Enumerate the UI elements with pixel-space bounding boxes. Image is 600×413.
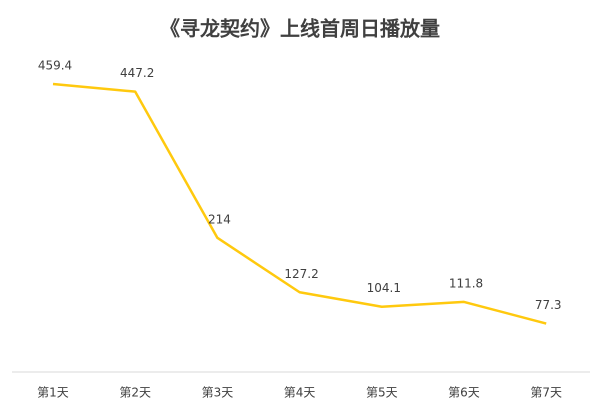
x-tick-label: 第2天	[119, 386, 151, 400]
line	[52, 82, 547, 325]
data-label: 127.2	[284, 267, 318, 281]
data-label: 447.2	[120, 66, 154, 80]
x-tick-label: 第3天	[202, 386, 234, 400]
x-tick-label: 第5天	[366, 386, 398, 400]
data-label: 111.8	[449, 276, 483, 290]
x-tick-label: 第1天	[37, 386, 69, 400]
x-tick-label: 第6天	[448, 386, 480, 400]
data-label: 104.1	[367, 281, 401, 295]
data-label: 459.4	[38, 59, 72, 73]
data-label: 77.3	[535, 298, 562, 312]
x-tick-label: 第4天	[284, 386, 316, 400]
data-label: 214	[208, 212, 231, 226]
x-tick-label: 第7天	[530, 386, 562, 400]
chart-title: 《寻龙契约》上线首周日播放量	[160, 17, 440, 41]
